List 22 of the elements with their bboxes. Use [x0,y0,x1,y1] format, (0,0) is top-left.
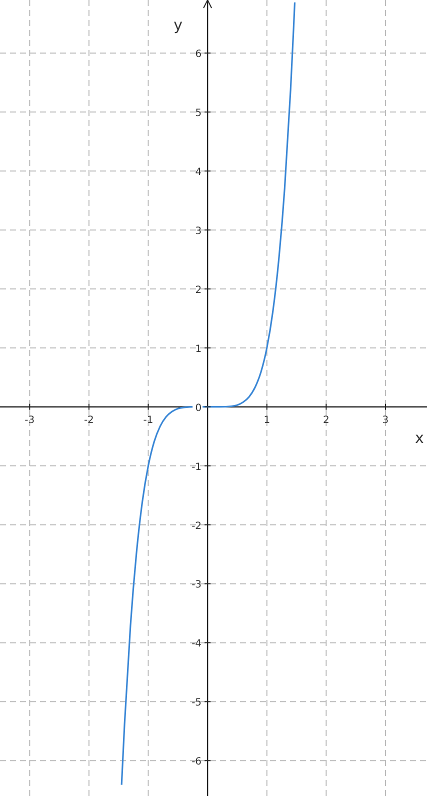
y-tick-label: 3 [195,226,202,237]
y-tick-label: -5 [192,698,202,709]
y-tick-label: -1 [192,462,202,473]
x-tick-label: -1 [143,414,154,426]
x-axis-title: x [415,428,424,447]
x-tick-label: 2 [322,414,330,426]
y-tick-label: 0 [195,402,202,414]
y-tick-label: -3 [192,580,202,591]
y-tick-label: 6 [195,49,202,60]
y-axis-title: y [174,16,183,34]
y-tick-label: 4 [195,166,202,178]
y-tick-label: -4 [192,638,202,650]
y-tick-label: 2 [195,284,202,296]
y-tick-label: -6 [192,756,202,768]
line-series [120,2,296,786]
y-tick-label: -2 [192,520,202,532]
x-tick-label: -2 [84,414,94,426]
x-tick-label: 3 [382,414,389,426]
x-tick-label: 1 [264,414,270,426]
y-tick-label: 5 [195,108,202,120]
y-tick-label: 1 [195,344,202,355]
x-tick-label: -3 [24,414,35,426]
